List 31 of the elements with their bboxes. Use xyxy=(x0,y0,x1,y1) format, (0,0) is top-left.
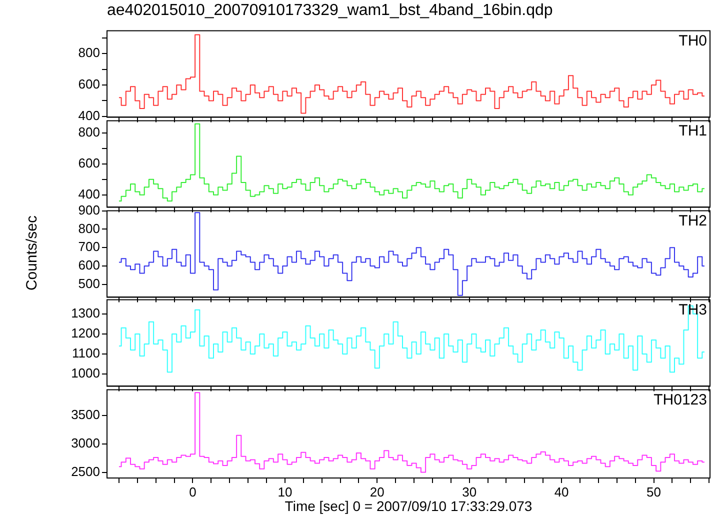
annotation: TH0123 xyxy=(654,392,707,409)
y-tick-label: 800 xyxy=(78,45,100,60)
y-tick-label: 500 xyxy=(78,276,100,291)
y-tick-label: 800 xyxy=(78,220,100,236)
y-tick-label: 1300 xyxy=(71,306,100,321)
y-tick-label: 600 xyxy=(78,155,100,170)
y-tick-label: 3500 xyxy=(71,407,100,422)
x-tick-label: 30 xyxy=(462,484,477,500)
y-tick-label: 900 xyxy=(78,202,100,217)
y-tick-label: 600 xyxy=(78,257,100,272)
chart-title: ae402015010_20070910173329_wam1_bst_4band_16bin.qdp xyxy=(107,2,553,20)
y-tick-label: 400 xyxy=(78,186,100,202)
y-tick-label: 1000 xyxy=(71,366,100,382)
y-axis-title: Counts/sec xyxy=(24,216,40,292)
y-tick-label: 600 xyxy=(78,76,100,92)
y-tick-label: 3000 xyxy=(71,436,100,451)
y-tick-label: 1200 xyxy=(71,326,100,341)
y-tick-label: 1100 xyxy=(72,346,100,362)
x-tick-label: 10 xyxy=(278,484,292,500)
y-tick-label: 700 xyxy=(78,238,100,254)
x-tick-label: 20 xyxy=(370,484,384,500)
y-tick-label: 2500 xyxy=(71,464,100,480)
y-tick-label: 400 xyxy=(78,108,100,123)
x-tick-label: 50 xyxy=(646,484,661,500)
x-tick-label: 0 xyxy=(189,484,196,500)
y-tick-label: 800 xyxy=(78,124,100,140)
x-tick-label: 40 xyxy=(554,484,569,500)
annotation: TH0 xyxy=(678,32,707,50)
annotation: TH1 xyxy=(678,122,707,140)
annotation: TH2 xyxy=(678,212,707,230)
x-axis-title: Time [sec] 0 = 2007/09/10 17:33:29.073 xyxy=(284,498,532,514)
